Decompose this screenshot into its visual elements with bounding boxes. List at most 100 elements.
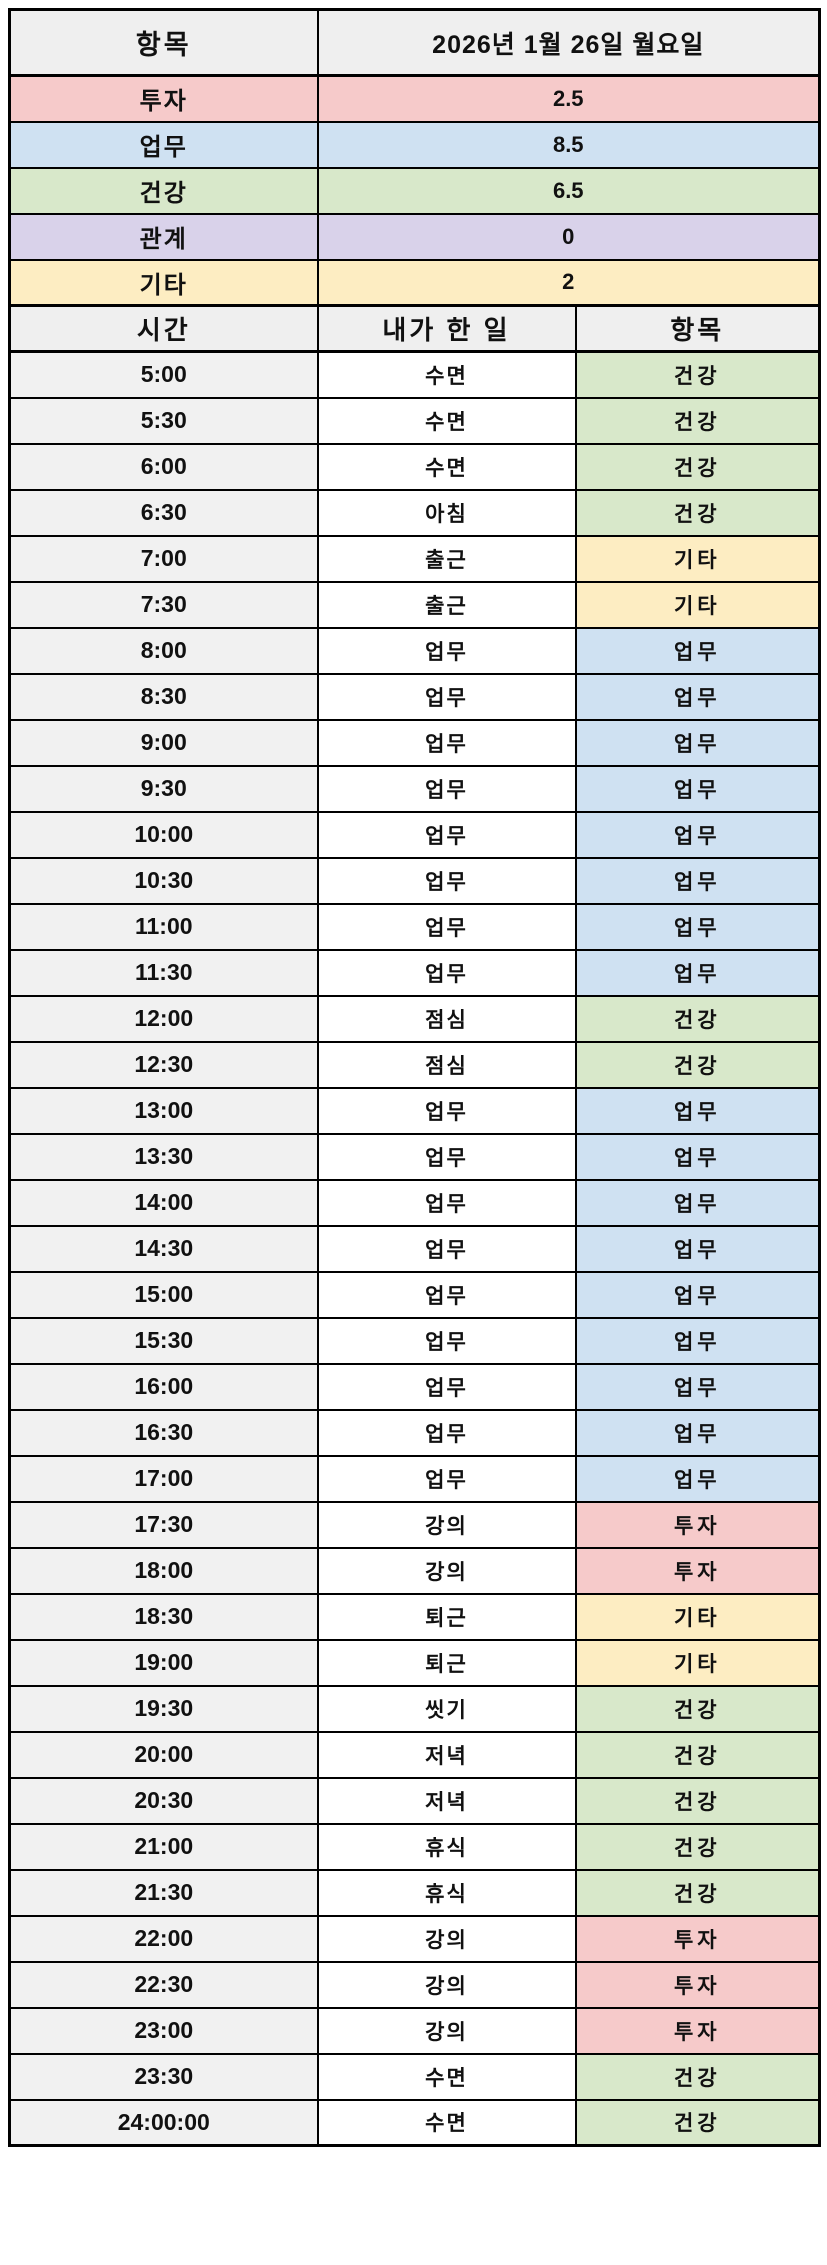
summary-category-label-cell: 기타 [8, 258, 319, 307]
category-cell: 건강 [574, 1868, 821, 1917]
schedule-row: 9:30 업무 업무 [8, 764, 821, 813]
summary-category-label-cell: 업무 [8, 120, 319, 169]
time-cell: 11:00 [8, 902, 319, 951]
schedule-row: 22:30 강의 투자 [8, 1960, 821, 2009]
category-cell: 업무 [574, 672, 821, 721]
category-cell: 건강 [574, 1040, 821, 1089]
schedule-row: 23:00 강의 투자 [8, 2006, 821, 2055]
category-cell: 업무 [574, 810, 821, 859]
schedule-row: 12:00 점심 건강 [8, 994, 821, 1043]
activity-cell: 업무 [316, 810, 577, 859]
time-cell: 21:30 [8, 1868, 319, 1917]
activity-cell: 휴식 [316, 1822, 577, 1871]
schedule-row: 19:00 퇴근 기타 [8, 1638, 821, 1687]
time-cell: 9:00 [8, 718, 319, 767]
category-cell: 업무 [574, 1270, 821, 1319]
time-cell: 20:30 [8, 1776, 319, 1825]
time-cell: 15:00 [8, 1270, 319, 1319]
schedule-row: 11:30 업무 업무 [8, 948, 821, 997]
time-cell: 12:00 [8, 994, 319, 1043]
summary-category-value-cell: 0 [316, 212, 821, 261]
schedule-row: 5:30 수면 건강 [8, 396, 821, 445]
summary-category-value-cell: 2 [316, 258, 821, 307]
schedule-row: 22:00 강의 투자 [8, 1914, 821, 1963]
time-cell: 6:00 [8, 442, 319, 491]
activity-cell: 업무 [316, 856, 577, 905]
schedule-row: 15:00 업무 업무 [8, 1270, 821, 1319]
category-cell: 건강 [574, 994, 821, 1043]
time-cell: 24:00:00 [8, 2098, 319, 2147]
activity-cell: 저녁 [316, 1776, 577, 1825]
category-cell: 투자 [574, 1960, 821, 2009]
time-cell: 5:00 [8, 350, 319, 399]
schedule-row: 19:30 씻기 건강 [8, 1684, 821, 1733]
schedule-row: 20:30 저녁 건강 [8, 1776, 821, 1825]
schedule-row: 10:30 업무 업무 [8, 856, 821, 905]
activity-cell: 휴식 [316, 1868, 577, 1917]
time-cell: 9:30 [8, 764, 319, 813]
category-cell: 업무 [574, 1178, 821, 1227]
time-cell: 21:00 [8, 1822, 319, 1871]
activity-cell: 업무 [316, 1270, 577, 1319]
schedule-row: 21:30 휴식 건강 [8, 1868, 821, 1917]
category-cell: 투자 [574, 2006, 821, 2055]
activity-cell: 퇴근 [316, 1638, 577, 1687]
summary-category-value-cell: 8.5 [316, 120, 821, 169]
timetable: 항목 2026년 1월 26일 월요일 투자 2.5 업무 8.5 건강 6.5… [8, 8, 822, 2147]
category-cell: 업무 [574, 948, 821, 997]
time-cell: 22:00 [8, 1914, 319, 1963]
time-cell: 7:00 [8, 534, 319, 583]
time-header-cell: 시간 [8, 304, 319, 353]
category-cell: 건강 [574, 1822, 821, 1871]
schedule-row: 17:00 업무 업무 [8, 1454, 821, 1503]
time-cell: 10:00 [8, 810, 319, 859]
summary-category-value-cell: 6.5 [316, 166, 821, 215]
activity-cell: 업무 [316, 1408, 577, 1457]
schedule-row: 7:30 출근 기타 [8, 580, 821, 629]
summary-category-label-cell: 관계 [8, 212, 319, 261]
category-cell: 업무 [574, 1362, 821, 1411]
summary-category-value-cell: 2.5 [316, 74, 821, 123]
activity-cell: 업무 [316, 1224, 577, 1273]
category-cell: 업무 [574, 1224, 821, 1273]
summary-row: 건강 6.5 [8, 166, 821, 215]
time-cell: 19:00 [8, 1638, 319, 1687]
schedule-row: 17:30 강의 투자 [8, 1500, 821, 1549]
time-cell: 16:30 [8, 1408, 319, 1457]
time-cell: 18:00 [8, 1546, 319, 1595]
schedule-row: 9:00 업무 업무 [8, 718, 821, 767]
category-cell: 투자 [574, 1914, 821, 1963]
activity-cell: 강의 [316, 1960, 577, 2009]
category-cell: 기타 [574, 1638, 821, 1687]
time-cell: 22:30 [8, 1960, 319, 2009]
time-cell: 17:00 [8, 1454, 319, 1503]
activity-cell: 씻기 [316, 1684, 577, 1733]
summary-category-label-cell: 건강 [8, 166, 319, 215]
activity-cell: 업무 [316, 672, 577, 721]
activity-cell: 수면 [316, 2098, 577, 2147]
category-cell: 업무 [574, 626, 821, 675]
schedule-row: 8:00 업무 업무 [8, 626, 821, 675]
time-cell: 16:00 [8, 1362, 319, 1411]
activity-cell: 점심 [316, 994, 577, 1043]
schedule-row: 13:00 업무 업무 [8, 1086, 821, 1135]
schedule-row: 13:30 업무 업무 [8, 1132, 821, 1181]
item-header-cell: 항목 [8, 8, 319, 77]
schedule-row: 23:30 수면 건강 [8, 2052, 821, 2101]
schedule-row: 16:00 업무 업무 [8, 1362, 821, 1411]
activity-cell: 업무 [316, 902, 577, 951]
schedule-row: 20:00 저녁 건강 [8, 1730, 821, 1779]
activity-cell: 수면 [316, 396, 577, 445]
schedule-row: 14:30 업무 업무 [8, 1224, 821, 1273]
summary-header-row: 항목 2026년 1월 26일 월요일 [8, 8, 821, 77]
category-cell: 업무 [574, 1086, 821, 1135]
schedule-row: 18:00 강의 투자 [8, 1546, 821, 1595]
activity-cell: 강의 [316, 2006, 577, 2055]
schedule-row: 11:00 업무 업무 [8, 902, 821, 951]
category-cell: 업무 [574, 856, 821, 905]
time-cell: 14:30 [8, 1224, 319, 1273]
time-cell: 18:30 [8, 1592, 319, 1641]
activity-cell: 업무 [316, 626, 577, 675]
time-cell: 15:30 [8, 1316, 319, 1365]
